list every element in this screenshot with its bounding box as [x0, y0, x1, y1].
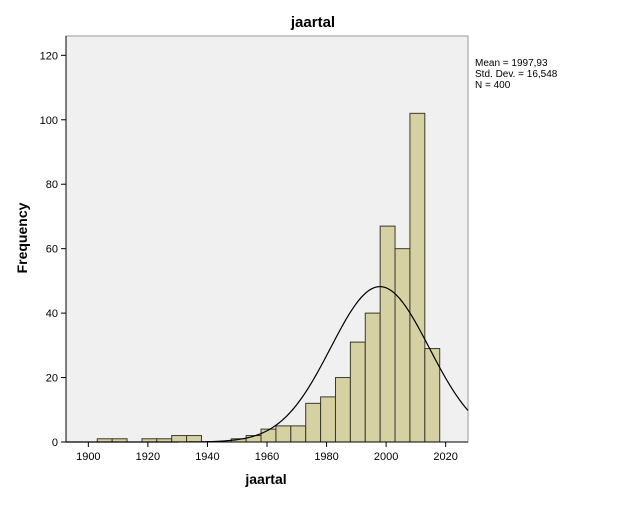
y-tick-label-0: 0	[52, 437, 58, 449]
x-tick-label-4: 1980	[314, 451, 338, 463]
histogram-bar-8	[260, 428, 277, 443]
x-tick-label-5: 2000	[374, 451, 398, 463]
stats-std-dev: Std. Dev. = 16,548	[475, 69, 558, 80]
histogram-bar-14	[349, 341, 366, 443]
y-tick-label-4: 80	[46, 179, 58, 191]
y-tick-label-2: 40	[46, 308, 58, 320]
histogram-bar-17	[394, 248, 411, 443]
x-axis-title: jaartal	[244, 471, 286, 487]
histogram-bar-10	[290, 425, 307, 443]
y-tick-label-6: 120	[40, 50, 58, 62]
histogram-bar-15	[364, 312, 381, 443]
y-tick-label-5: 100	[40, 115, 58, 127]
x-tick-label-6: 2020	[433, 451, 457, 463]
chart-title: jaartal	[290, 14, 335, 31]
x-tick-label-0: 1900	[76, 451, 100, 463]
histogram-bar-4	[171, 435, 188, 443]
x-ticks-group: 1900 1920 1940 1960 1980 2000 2020	[76, 442, 458, 463]
stats-legend: Mean = 1997,93 Std. Dev. = 16,548 N = 40…	[475, 58, 558, 91]
x-tick-label-1: 1920	[136, 451, 160, 463]
y-tick-label-1: 20	[46, 373, 58, 385]
y-tick-label-3: 60	[46, 244, 58, 256]
y-ticks-group: 0 20 40 60 80 100 120	[40, 50, 66, 449]
histogram-bar-12	[320, 396, 336, 443]
stats-n: N = 400	[475, 80, 511, 91]
x-tick-label-2: 1940	[195, 451, 219, 463]
histogram-bar-11	[305, 402, 322, 443]
histogram-bar-5	[186, 435, 202, 443]
y-axis-title: Frequency	[14, 202, 30, 273]
x-tick-label-3: 1960	[255, 451, 279, 463]
histogram-bar-13	[334, 377, 351, 443]
histogram-bar-16	[379, 225, 396, 443]
histogram-bar-9	[275, 425, 292, 443]
histogram-bar-18	[409, 112, 426, 443]
stats-mean: Mean = 1997,93	[475, 58, 548, 69]
